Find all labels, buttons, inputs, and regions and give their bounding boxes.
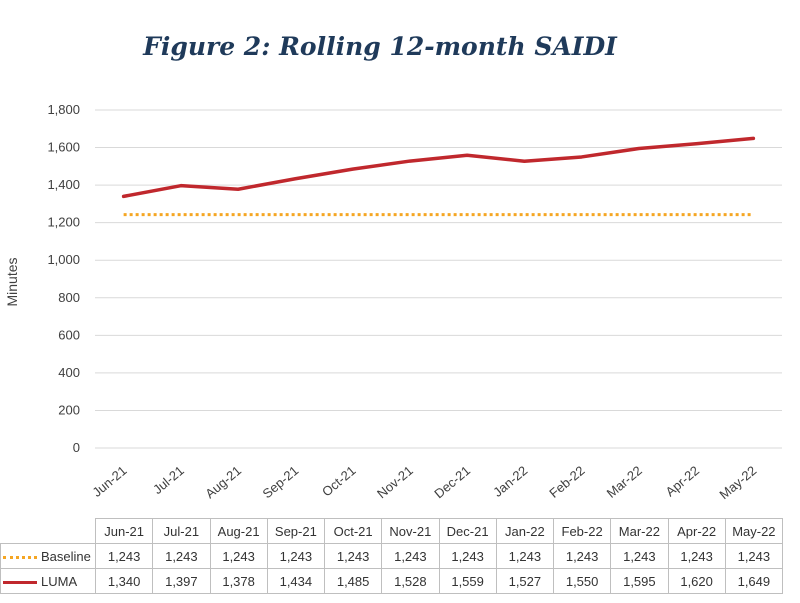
x-tick-label: Jul-21 [150, 463, 187, 497]
table-cell: 1,243 [667, 543, 726, 569]
legend-entry-luma: LUMA [0, 568, 96, 594]
table-header-cell: May-22 [724, 518, 784, 544]
table-header-cell: Dec-21 [438, 518, 497, 544]
table-cell: 1,620 [667, 568, 726, 594]
table-header-cell: Sep-21 [266, 518, 326, 544]
x-tick-label: Sep-21 [260, 463, 302, 501]
table-header-cell: Aug-21 [209, 518, 268, 544]
legend-label: Baseline [41, 548, 91, 564]
series-line-luma [121, 136, 756, 199]
x-tick-label: Feb-22 [546, 463, 587, 501]
y-tick-label: 600 [58, 327, 80, 342]
x-tick-label: Apr-22 [663, 463, 703, 500]
y-tick-label: 200 [58, 402, 80, 417]
legend-label: LUMA [41, 573, 78, 589]
y-tick-label: 1,400 [47, 177, 80, 192]
table-cell: 1,378 [209, 568, 268, 594]
legend-entry-baseline: Baseline [0, 543, 96, 569]
data-table-row-luma: LUMA 1,340 1,397 1,378 1,434 1,485 1,528 1,559 1… [0, 568, 784, 594]
table-cell: 1,243 [323, 543, 383, 569]
x-tick-label: Jun-21 [89, 463, 129, 500]
chart-title: Figure 2: Rolling 12-month SAIDI [143, 32, 617, 61]
table-cell: 1,243 [495, 543, 555, 569]
table-header-cell: Feb-22 [552, 518, 612, 544]
table-cell: 1,243 [266, 543, 326, 569]
table-header-cell: Jan-22 [495, 518, 555, 544]
y-tick-label: 800 [58, 290, 80, 305]
table-header-cell: Apr-22 [667, 518, 726, 544]
y-axis-label: Minutes [4, 257, 20, 306]
table-cell: 1,434 [266, 568, 326, 594]
gridlines [95, 109, 782, 449]
x-tick-label: May-22 [716, 463, 759, 502]
table-cell: 1,243 [209, 543, 268, 569]
table-header-cell: Jul-21 [152, 518, 211, 544]
table-cell: 1,243 [552, 543, 612, 569]
table-header-cell: Mar-22 [610, 518, 669, 544]
x-tick-label: Jan-22 [490, 463, 530, 500]
table-header-cell: Oct-21 [323, 518, 383, 544]
table-cell: 1,243 [152, 543, 211, 569]
y-tick-label: 1,800 [47, 102, 80, 117]
y-tick-label: 400 [58, 365, 80, 380]
table-cell: 1,340 [94, 568, 154, 594]
table-header-cell: Jun-21 [94, 518, 154, 544]
table-cell: 1,527 [495, 568, 555, 594]
x-tick-label: Nov-21 [374, 463, 416, 501]
table-corner [1, 519, 96, 544]
table-cell: 1,243 [381, 543, 440, 569]
table-header-cell: Nov-21 [381, 518, 440, 544]
y-tick-label: 0 [73, 440, 80, 455]
x-tick-label: Mar-22 [604, 463, 645, 501]
table-cell: 1,550 [552, 568, 612, 594]
legend-key [3, 555, 37, 559]
table-cell: 1,485 [323, 568, 383, 594]
table-cell: 1,243 [610, 543, 669, 569]
table-cell: 1,397 [152, 568, 211, 594]
x-tick-label: Aug-21 [202, 463, 244, 501]
series-lines [121, 136, 756, 217]
data-table-row-baseline: Baseline 1,243 1,243 1,243 1,243 1,243 1,243 1,… [0, 543, 784, 569]
x-tick-label: Oct-21 [319, 463, 359, 500]
y-axis-ticks: 0 200 400 600 800 1,000 1,200 1,400 1,600 1,800 [47, 102, 80, 455]
table-cell: 1,243 [438, 543, 497, 569]
y-tick-label: 1,200 [47, 215, 80, 230]
table-cell: 1,243 [724, 543, 784, 569]
y-tick-label: 1,000 [47, 252, 80, 267]
x-axis-ticks: Jun-21 Jul-21 Aug-21 Sep-21 Oct-21 Nov-21 Dec-… [89, 463, 759, 502]
data-table-header-row: Jun-21 Jul-21 Aug-21 Sep-21 Oct-21 Nov-21 Dec-… [1, 518, 784, 544]
table-cell: 1,243 [94, 543, 154, 569]
data-table: Jun-21 Jul-21 Aug-21 Sep-21 Oct-21 Nov-21 Dec-… [0, 518, 784, 594]
table-cell: 1,528 [381, 568, 440, 594]
table-cell: 1,649 [724, 568, 784, 594]
table-cell: 1,559 [438, 568, 497, 594]
y-tick-label: 1,600 [47, 140, 80, 155]
line-chart: 0 200 400 600 800 1,000 1,200 1,400 1,600 1,800 J… [4, 102, 782, 502]
legend-key [3, 580, 37, 584]
table-cell: 1,595 [610, 568, 669, 594]
x-tick-label: Dec-21 [431, 463, 473, 501]
